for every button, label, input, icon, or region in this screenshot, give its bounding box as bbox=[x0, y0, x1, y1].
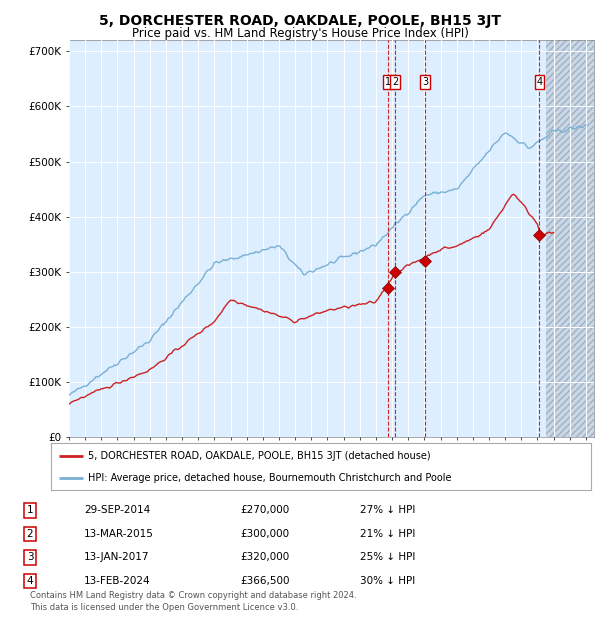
Text: £320,000: £320,000 bbox=[240, 552, 289, 562]
Bar bbox=[545, 40, 594, 437]
Text: 4: 4 bbox=[536, 77, 542, 87]
Text: 29-SEP-2014: 29-SEP-2014 bbox=[84, 505, 150, 515]
Text: 1: 1 bbox=[26, 505, 34, 515]
Text: 2: 2 bbox=[392, 77, 398, 87]
Text: 27% ↓ HPI: 27% ↓ HPI bbox=[360, 505, 415, 515]
Text: 1: 1 bbox=[385, 77, 391, 87]
Text: £300,000: £300,000 bbox=[240, 529, 289, 539]
Text: 5, DORCHESTER ROAD, OAKDALE, POOLE, BH15 3JT: 5, DORCHESTER ROAD, OAKDALE, POOLE, BH15… bbox=[99, 14, 501, 28]
Text: Price paid vs. HM Land Registry's House Price Index (HPI): Price paid vs. HM Land Registry's House … bbox=[131, 27, 469, 40]
Text: £270,000: £270,000 bbox=[240, 505, 289, 515]
Text: £366,500: £366,500 bbox=[240, 576, 290, 586]
Text: 13-MAR-2015: 13-MAR-2015 bbox=[84, 529, 154, 539]
Text: 5, DORCHESTER ROAD, OAKDALE, POOLE, BH15 3JT (detached house): 5, DORCHESTER ROAD, OAKDALE, POOLE, BH15… bbox=[88, 451, 430, 461]
Text: HPI: Average price, detached house, Bournemouth Christchurch and Poole: HPI: Average price, detached house, Bour… bbox=[88, 472, 451, 483]
Text: 3: 3 bbox=[422, 77, 428, 87]
Text: 21% ↓ HPI: 21% ↓ HPI bbox=[360, 529, 415, 539]
Text: 25% ↓ HPI: 25% ↓ HPI bbox=[360, 552, 415, 562]
Text: 30% ↓ HPI: 30% ↓ HPI bbox=[360, 576, 415, 586]
Bar bbox=[545, 40, 594, 437]
Text: 13-FEB-2024: 13-FEB-2024 bbox=[84, 576, 151, 586]
Text: 4: 4 bbox=[26, 576, 34, 586]
Text: 2: 2 bbox=[26, 529, 34, 539]
Text: Contains HM Land Registry data © Crown copyright and database right 2024.
This d: Contains HM Land Registry data © Crown c… bbox=[30, 591, 356, 612]
Text: 13-JAN-2017: 13-JAN-2017 bbox=[84, 552, 149, 562]
Text: 3: 3 bbox=[26, 552, 34, 562]
